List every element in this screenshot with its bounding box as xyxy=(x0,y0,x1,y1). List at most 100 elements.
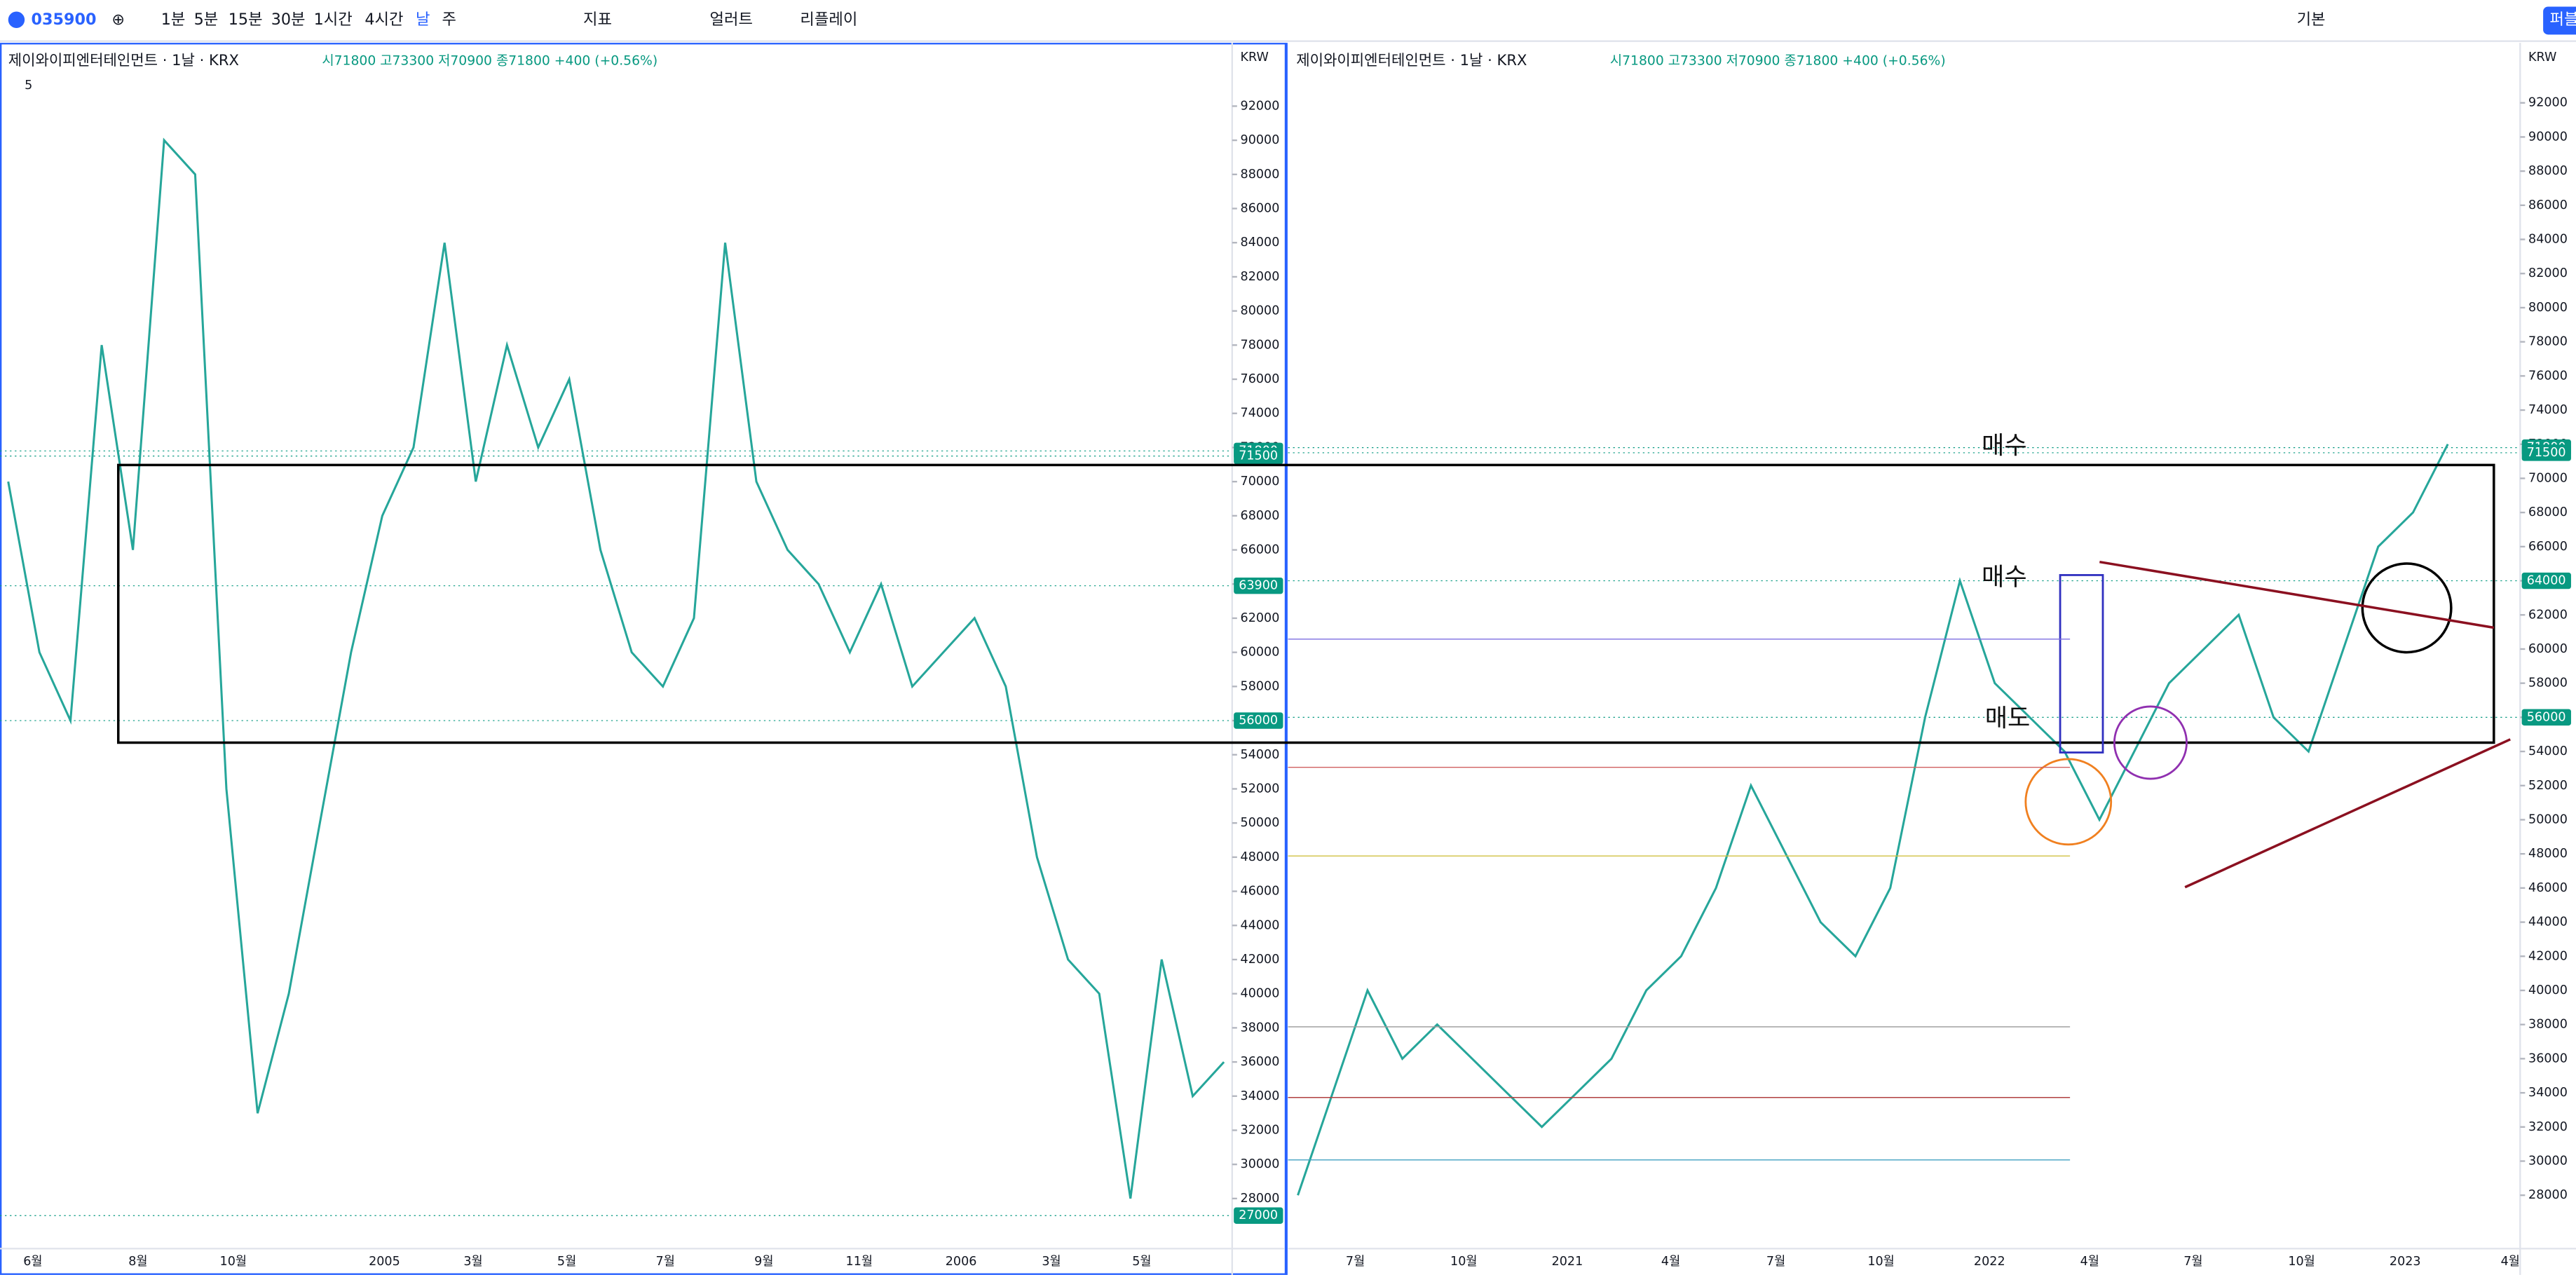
publish-button[interactable] xyxy=(2543,6,2576,35)
y-tick-label: 76000 xyxy=(1241,372,1280,386)
alert[interactable]: 얼러트 xyxy=(710,11,753,29)
y-tick-label: 30000 xyxy=(1241,1157,1280,1171)
x-tick-label: 10월 xyxy=(2288,1255,2315,1269)
x-tick-label: 7월 xyxy=(656,1255,675,1269)
x-tick-label: 3월 xyxy=(463,1255,482,1269)
y-tick-label: 38000 xyxy=(2528,1018,2568,1032)
trend-line xyxy=(2184,738,2511,889)
y-tick-label: 52000 xyxy=(1241,782,1280,796)
y-tick-label: 54000 xyxy=(1241,748,1280,762)
interval[interactable]: 1시간 xyxy=(314,11,353,29)
y-tick-label: 70000 xyxy=(1241,475,1280,489)
y-tick-label: 88000 xyxy=(1241,168,1280,182)
annotation: 매도 xyxy=(1985,704,2031,733)
layout[interactable]: 기본 xyxy=(2297,11,2326,29)
interval[interactable]: 30분 xyxy=(271,11,306,29)
purple-circle xyxy=(2113,705,2188,780)
y-tick-label: 60000 xyxy=(1241,646,1280,660)
y-tick-label: 70000 xyxy=(2528,471,2568,485)
symbol-icon xyxy=(8,11,25,28)
x-tick-label: 2005 xyxy=(369,1255,400,1269)
y-tick-label: 92000 xyxy=(1241,99,1280,113)
y-tick-label: 80000 xyxy=(1241,304,1280,318)
price-label-bg xyxy=(2521,572,2571,589)
trend-line xyxy=(2099,560,2495,629)
y-tick-label: 84000 xyxy=(2528,233,2568,247)
y-tick-label: 44000 xyxy=(2528,915,2568,929)
annotation: 매수 xyxy=(1982,563,2027,592)
price-label: 56000 xyxy=(2527,710,2566,724)
y-tick-label: 90000 xyxy=(1241,133,1280,147)
interval[interactable]: 주 xyxy=(442,11,456,29)
publish[interactable]: 퍼블 xyxy=(2550,11,2576,29)
x-tick-label: 11월 xyxy=(846,1255,873,1269)
symbol[interactable]: 035900 xyxy=(32,11,97,29)
interval[interactable]: 4시간 xyxy=(364,11,403,29)
price-label-bg xyxy=(1234,577,1283,594)
ohlc: 시71800 고73300 저70900 종71800 +400 (+0.56%… xyxy=(322,53,657,68)
interval[interactable]: 날 xyxy=(416,11,430,29)
x-tick-label: 4월 xyxy=(2501,1255,2520,1269)
black-circle xyxy=(2361,562,2453,654)
y-tick-label: 38000 xyxy=(1241,1021,1280,1035)
y-tick-label: 50000 xyxy=(1241,816,1280,830)
y-tick-label: 88000 xyxy=(2528,164,2568,178)
interval[interactable]: 1분 xyxy=(161,11,186,29)
y-tick-label: 46000 xyxy=(1241,885,1280,899)
currency: KRW xyxy=(1241,50,1269,64)
y-tick-label: 76000 xyxy=(2528,369,2568,383)
y-tick-label: 34000 xyxy=(1241,1089,1280,1103)
y-tick-label: 52000 xyxy=(2528,779,2568,793)
y-tick-label: 92000 xyxy=(2528,96,2568,110)
blue-box xyxy=(2059,574,2104,754)
y-tick-label: 50000 xyxy=(2528,812,2568,826)
x-tick-label: 10월 xyxy=(220,1255,247,1269)
price-label-bg xyxy=(2521,444,2571,461)
ohlc: 시71800 고73300 저70900 종71800 +400 (+0.56%… xyxy=(1610,53,1946,68)
x-tick-label: 2022 xyxy=(1974,1255,2005,1269)
y-tick-label: 78000 xyxy=(1241,338,1280,352)
y-tick-label: 66000 xyxy=(2528,540,2568,554)
y-tick-label: 36000 xyxy=(2528,1051,2568,1065)
x-tick-label: 3월 xyxy=(1042,1255,1061,1269)
y-tick-label: 58000 xyxy=(2528,676,2568,690)
add-symbol[interactable]: ⊕ xyxy=(111,11,125,29)
interval[interactable]: 5분 xyxy=(194,11,219,29)
x-tick-label: 4월 xyxy=(1661,1255,1680,1269)
y-tick-label: 30000 xyxy=(2528,1154,2568,1168)
y-tick-label: 54000 xyxy=(2528,744,2568,758)
y-tick-label: 32000 xyxy=(1241,1123,1280,1137)
y-tick-label: 82000 xyxy=(1241,270,1280,284)
replay[interactable]: 리플레이 xyxy=(800,11,857,29)
y-tick-label: 84000 xyxy=(1241,236,1280,250)
price-label-bg xyxy=(1234,712,1283,729)
y-tick-label: 90000 xyxy=(2528,130,2568,144)
price-series xyxy=(7,137,1225,1199)
y-tick-label: 74000 xyxy=(1241,407,1280,421)
y-tick-label: 28000 xyxy=(2528,1188,2568,1202)
indicators[interactable]: 지표 xyxy=(583,11,612,29)
price-label: 71500 xyxy=(1239,449,1278,463)
y-tick-label: 74000 xyxy=(2528,403,2568,417)
x-tick-label: 6월 xyxy=(23,1255,42,1269)
price-series xyxy=(1297,443,2449,1196)
price-label: 63900 xyxy=(1239,579,1278,593)
x-tick-label: 8월 xyxy=(128,1255,147,1269)
price-label: 56000 xyxy=(1239,714,1278,728)
price-label: 27000 xyxy=(1239,1208,1278,1222)
price-label: 64000 xyxy=(2527,574,2566,588)
y-tick-label: 44000 xyxy=(1241,918,1280,932)
y-tick-label: 36000 xyxy=(1241,1055,1280,1069)
y-tick-label: 78000 xyxy=(2528,335,2568,349)
y-tick-label: 68000 xyxy=(2528,505,2568,519)
y-tick-label: 68000 xyxy=(1241,509,1280,523)
x-tick-label: 10월 xyxy=(1450,1255,1478,1269)
y-tick-label: 40000 xyxy=(2528,983,2568,997)
interval[interactable]: 15분 xyxy=(229,11,263,29)
y-tick-label: 82000 xyxy=(2528,266,2568,280)
orange-circle xyxy=(2024,758,2113,846)
active-panel-frame xyxy=(0,43,1287,1275)
